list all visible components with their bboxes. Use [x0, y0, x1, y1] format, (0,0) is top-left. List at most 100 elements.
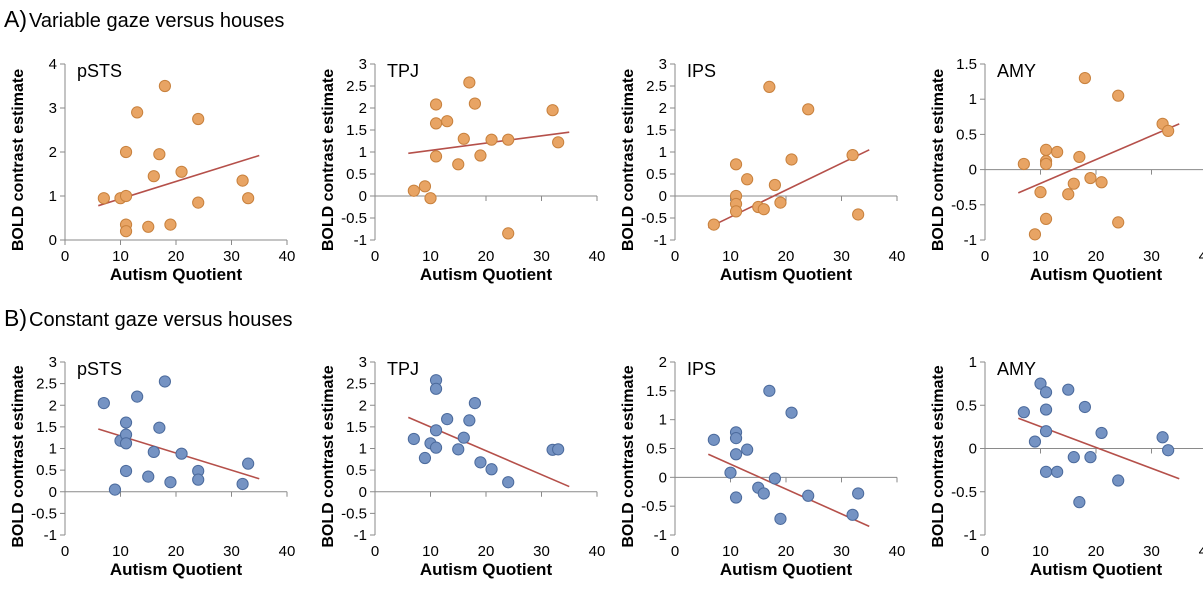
panel-a-tpj-point [452, 158, 465, 171]
panel-a-ips-region-label: IPS [687, 61, 716, 81]
panel-a-psts-point [119, 225, 133, 238]
panel-b-amy-point [1112, 474, 1125, 487]
panel-a-psts-point [192, 112, 205, 126]
panel-b-psts-y-tick-label: 2 [49, 397, 57, 414]
panel-b-tpj-x-tick-label: 40 [589, 543, 606, 560]
panel-b-amy-point [1073, 496, 1086, 509]
panel-b-amy-point [1039, 386, 1053, 399]
panel-b-psts-y-tick-label: 1 [49, 441, 57, 458]
panel-b-amy-point [1034, 377, 1047, 390]
panel-b-ips-point [852, 487, 865, 500]
panel-b-psts-point [153, 421, 166, 434]
panel-a-tpj-point [474, 149, 487, 162]
panel-a-ips-x-tick-label: 20 [778, 248, 795, 265]
panel-a-psts-x-tick-label: 0 [61, 248, 69, 265]
panel-b-amy-point [1162, 444, 1175, 457]
panel-a-psts-point [119, 145, 133, 159]
panel-a-ips-point [768, 178, 782, 192]
panel-a-ips-point [852, 208, 865, 221]
panel-a-ips-y-tick-label: 0 [659, 188, 667, 205]
panel-a-psts-point [158, 79, 171, 93]
panel-a-tpj-x-tick-label: 20 [478, 248, 495, 265]
panel-b-psts-point [108, 483, 122, 496]
panel-b-ips-y-tick-label: -0.5 [641, 498, 667, 515]
panel-b-amy-region-label: AMY [997, 359, 1036, 379]
panel-a-tpj-y-tick-label: -1 [354, 232, 367, 249]
panel-a-psts-y-tick-label: 0 [49, 232, 57, 249]
panel-b-amy-x-tick-label: 20 [1088, 543, 1105, 560]
panel-b-tpj-point [468, 396, 481, 410]
panel-a-psts-point [175, 165, 188, 178]
panel-a-tpj-y-axis-label: BOLD contrast estimate [320, 69, 337, 251]
panel-b-tpj-point [552, 443, 565, 456]
panel-b-amy-y-tick-label: -0.5 [951, 484, 977, 501]
panel-b-amy-point [1017, 406, 1030, 419]
panel-a-tpj-y-tick-label: 0.5 [346, 166, 367, 183]
panel-b-psts-point [131, 390, 144, 403]
panel-a-psts-x-tick-label: 40 [279, 248, 296, 265]
panel-a-psts-x-tick-label: 20 [168, 248, 185, 265]
panel-a-psts-y-tick-label: 2 [49, 144, 57, 161]
panel-b-psts-point [97, 396, 110, 410]
panel-a-tpj-point [424, 192, 437, 205]
panel-a-amy-y-tick-label: 0.5 [956, 126, 977, 143]
panel-a-tpj-x-tick-label: 40 [589, 248, 606, 265]
panel-a-ips-y-tick-label: 0.5 [646, 166, 667, 183]
panel-b-amy-point [1039, 425, 1053, 438]
panel-b-psts-x-axis-label: Autism Quotient [110, 560, 243, 579]
panel-a-psts-y-tick-label: 4 [49, 56, 57, 73]
panel-b-tpj-point [418, 451, 432, 465]
panel-a-ips-y-tick-label: -0.5 [641, 210, 667, 227]
panel-a-amy-point [1034, 186, 1047, 199]
panel-a-psts-point [147, 170, 160, 183]
panel-b-amy-point [1095, 426, 1108, 440]
panel-a-ips-point [707, 218, 720, 231]
panel-a-psts-region-label: pSTS [77, 61, 122, 81]
panel-a-ips-point [785, 153, 798, 166]
panel-a-amy-point [1062, 188, 1075, 201]
panel-a-psts-point [192, 196, 205, 209]
panel-b-tpj-x-tick-label: 10 [422, 543, 439, 560]
panel-a-tpj-point [552, 136, 565, 149]
panel-b-ips-region-label: IPS [687, 359, 716, 379]
panel-b-tpj-y-tick-label: 1.5 [346, 419, 367, 436]
panel-b-tpj-point [452, 443, 465, 456]
panel-b-tpj-point [441, 412, 454, 426]
panel-b-amy-y-tick-label: 0.5 [956, 397, 977, 414]
panel-b-tpj-x-tick-label: 30 [533, 543, 550, 560]
panel-a-amy-chart: -1 -0.5 0 0.5 1 1.5 0 10 20 30 40 Autism Quotient BO… [930, 56, 1203, 284]
panel-b-psts-point [119, 464, 133, 478]
panel-b-tpj-y-tick-label: 0.5 [346, 462, 367, 479]
panel-a-tpj-x-tick-label: 30 [533, 248, 550, 265]
panel-b-amy-y-tick-label: -1 [964, 527, 977, 544]
panel-a-tpj-point [429, 117, 443, 130]
panel-b-ips-point [741, 443, 754, 456]
panel-b-psts-x-tick-label: 0 [61, 543, 69, 560]
panel-a-ips-x-axis-label: Autism Quotient [720, 265, 853, 284]
panel-b-amy-point [1156, 431, 1169, 444]
panel-a-psts-y-tick-label: 3 [49, 100, 57, 117]
panel-b-ips-x-tick-label: 10 [722, 543, 739, 560]
panel-a-ips-y-tick-label: 3 [659, 56, 667, 73]
panel-a-amy-trend-line [1017, 123, 1180, 194]
panel-a-paren: ) [19, 6, 28, 32]
panel-b-ips-y-tick-label: 0 [659, 469, 667, 486]
panel-a-amy-point [1112, 89, 1125, 102]
panel-a-amy-x-tick-label: 20 [1088, 248, 1105, 265]
panel-a-tpj-point [502, 133, 515, 146]
panel-a-ips-point [846, 148, 859, 162]
panel-b-ips-y-tick-label: 0.5 [646, 441, 667, 458]
panel-a-tpj-y-tick-label: 1 [359, 144, 367, 161]
panel-b-tpj-x-axis-label: Autism Quotient [420, 560, 553, 579]
panel-a-psts-x-tick-label: 30 [223, 248, 240, 265]
panel-a-tpj-y-tick-label: -0.5 [341, 210, 367, 227]
panel-a-tpj-y-tick-label: 3 [359, 56, 367, 73]
panel-a-amy-x-axis-label: Autism Quotient [1030, 265, 1163, 284]
panel-b-ips-y-tick-label: -1 [654, 527, 667, 544]
panel-b-amy-point [1062, 383, 1075, 396]
panel-b-ips-x-tick-label: 20 [778, 543, 795, 560]
